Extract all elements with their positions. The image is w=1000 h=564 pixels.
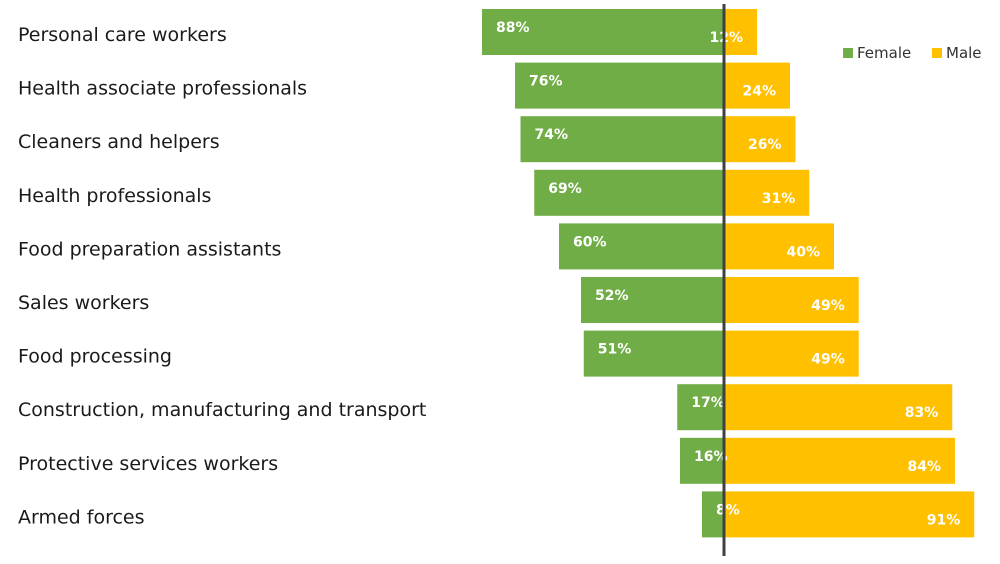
- category-label-9: Armed forces: [18, 506, 145, 528]
- male-bar-3: [724, 169, 810, 216]
- legend-swatch-male: [932, 48, 942, 58]
- category-label-5: Sales workers: [18, 292, 149, 314]
- female-value-label-3: 69%: [548, 181, 582, 197]
- male-bar-6: [724, 330, 859, 377]
- female-bar-4: [559, 223, 724, 270]
- male-value-label-9: 91%: [927, 512, 961, 528]
- legend-swatch-female: [843, 48, 853, 58]
- labels-layer: Personal care workers 88% 12% Health associ…: [18, 20, 960, 528]
- category-label-4: Food preparation assistants: [18, 238, 281, 260]
- bars-layer: [482, 9, 975, 538]
- male-bar-5: [724, 277, 859, 323]
- category-label-1: Health associate professionals: [18, 78, 307, 100]
- female-value-label-7: 17%: [691, 395, 725, 411]
- female-bar-3: [534, 169, 724, 216]
- female-value-label-8: 16%: [694, 449, 728, 465]
- legend: Female Male: [843, 44, 982, 62]
- male-value-label-4: 40%: [786, 244, 820, 260]
- female-value-label-5: 52%: [595, 288, 629, 304]
- female-value-label-0: 88%: [496, 20, 530, 36]
- category-label-7: Construction, manufacturing and transpor…: [18, 399, 426, 421]
- male-value-label-0: 12%: [709, 30, 743, 46]
- category-label-2: Cleaners and helpers: [18, 131, 220, 153]
- category-label-8: Protective services workers: [18, 453, 278, 475]
- male-bar-7: [724, 384, 953, 431]
- female-value-label-1: 76%: [529, 74, 563, 90]
- category-label-0: Personal care workers: [18, 24, 227, 46]
- male-value-label-8: 84%: [907, 459, 941, 475]
- female-bar-6: [583, 330, 724, 377]
- male-bar-9: [724, 491, 975, 538]
- female-value-label-2: 74%: [535, 127, 569, 143]
- female-value-label-6: 51%: [598, 342, 632, 358]
- female-value-label-4: 60%: [573, 234, 607, 250]
- female-bar-7: [677, 384, 724, 431]
- male-value-label-6: 49%: [811, 352, 845, 368]
- female-bar-2: [520, 116, 724, 163]
- female-bar-8: [680, 437, 724, 484]
- legend-label-female: Female: [857, 44, 911, 62]
- legend-label-male: Male: [946, 44, 982, 62]
- male-bar-8: [724, 437, 955, 484]
- male-value-label-7: 83%: [905, 405, 939, 421]
- category-label-6: Food processing: [18, 346, 172, 368]
- male-bar-0: [724, 9, 757, 55]
- male-bar-1: [724, 62, 790, 109]
- male-value-label-5: 49%: [811, 298, 845, 314]
- male-bar-2: [724, 116, 796, 163]
- female-bar-0: [482, 9, 724, 55]
- male-bar-4: [724, 223, 834, 270]
- female-bar-9: [702, 491, 724, 538]
- category-label-3: Health professionals: [18, 185, 211, 207]
- female-value-label-9: 8%: [716, 502, 740, 518]
- female-bar-5: [581, 277, 724, 323]
- male-value-label-3: 31%: [762, 191, 796, 207]
- male-value-label-1: 24%: [742, 84, 776, 100]
- male-value-label-2: 26%: [748, 137, 782, 153]
- female-bar-1: [515, 62, 724, 109]
